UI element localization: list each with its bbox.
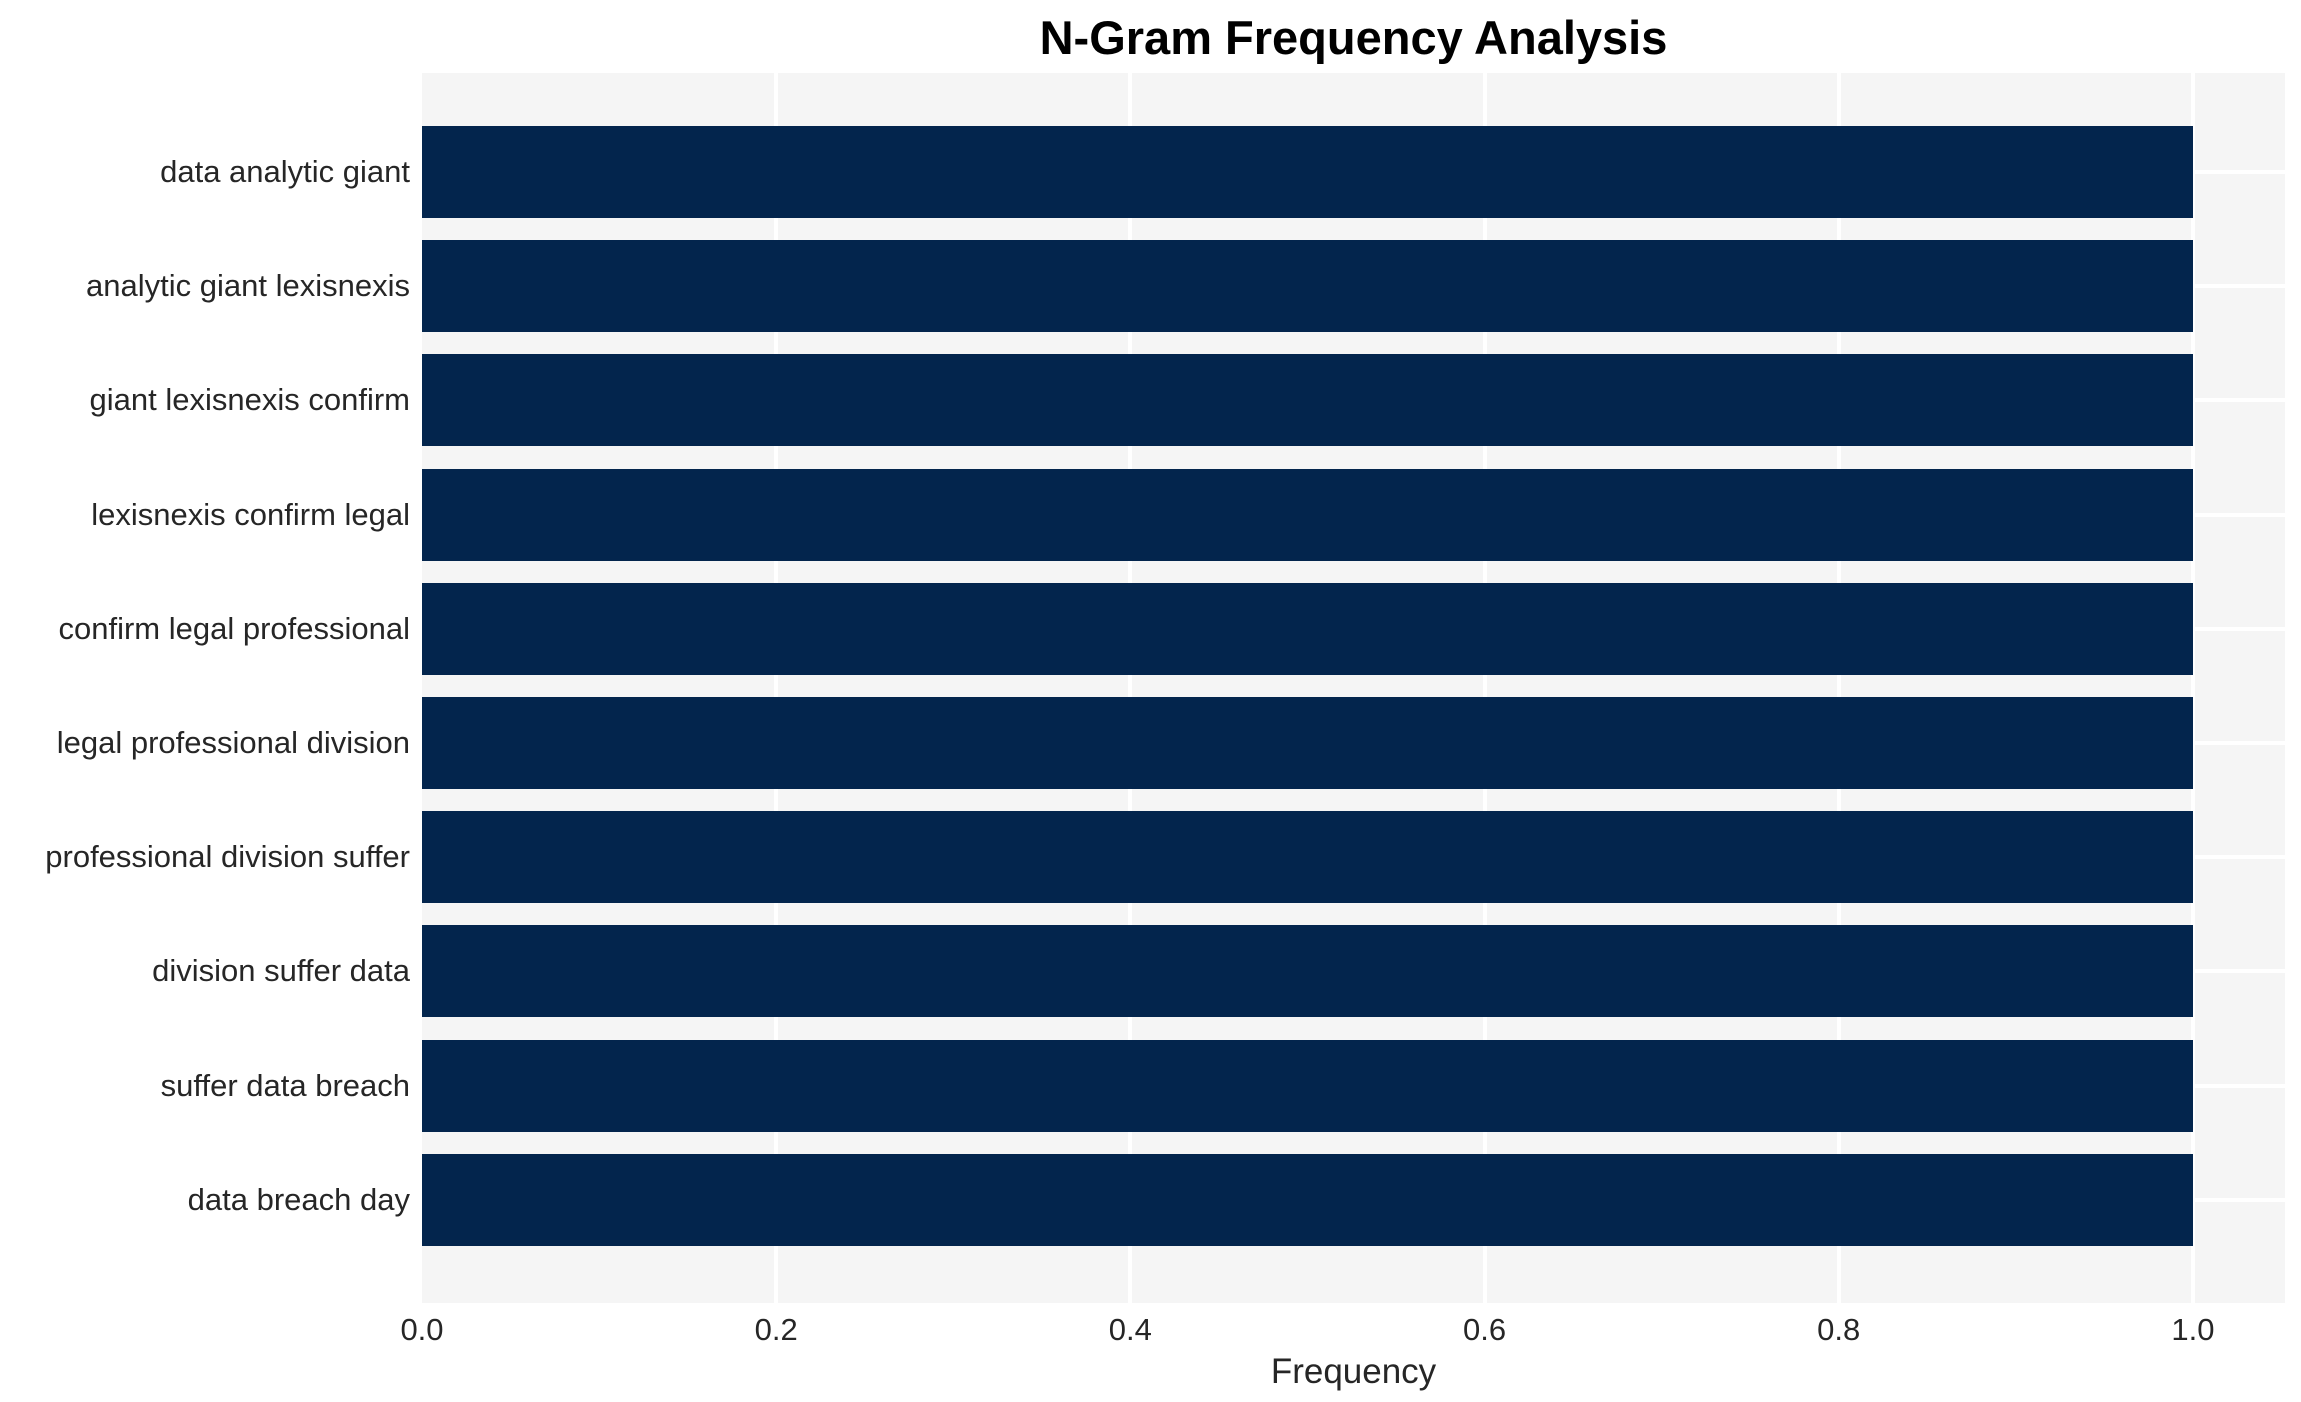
vertical-gridline xyxy=(1128,73,1133,1303)
vertical-gridline xyxy=(1482,73,1487,1303)
x-tick-label: 0.2 xyxy=(754,1312,798,1347)
x-tick-label: 0.0 xyxy=(400,1312,444,1347)
y-axis-label: division suffer data xyxy=(152,953,410,989)
y-axis-label: professional division suffer xyxy=(45,839,410,875)
bar-confirm-legal-professional xyxy=(422,582,2193,675)
bar-data-analytic-giant xyxy=(422,126,2193,218)
vertical-gridline xyxy=(774,73,779,1303)
y-axis-label: confirm legal professional xyxy=(58,610,410,646)
bar-professional-division-suffer xyxy=(422,811,2193,904)
y-axis-label: data analytic giant xyxy=(160,154,410,189)
y-axis-label: giant lexisnexis confirm xyxy=(89,382,410,418)
x-tick-label: 0.6 xyxy=(1462,1312,1507,1347)
y-axis-label: analytic giant lexisnexis xyxy=(86,268,410,304)
y-axis-label: suffer data breach xyxy=(160,1067,410,1103)
plot-area xyxy=(422,73,2285,1303)
vertical-gridline xyxy=(2190,73,2195,1303)
chart-title: N-Gram Frequency Analysis xyxy=(1039,11,1668,64)
bar-giant-lexisnexis-confirm xyxy=(422,354,2193,447)
bar-analytic-giant-lexisnexis xyxy=(422,240,2193,333)
bar-data-breach-day xyxy=(422,1153,2193,1246)
y-axis-label: lexisnexis confirm legal xyxy=(91,496,410,532)
bar-suffer-data-breach xyxy=(422,1039,2193,1132)
bar-lexisnexis-confirm-legal xyxy=(422,468,2193,561)
x-tick-label: 0.4 xyxy=(1108,1312,1152,1347)
bar-division-suffer-data xyxy=(422,925,2193,1018)
vertical-gridline xyxy=(1836,73,1841,1303)
x-tick-label: 0.8 xyxy=(1817,1312,1861,1347)
x-tick-label: 1.0 xyxy=(2171,1312,2215,1347)
x-axis-title: Frequency xyxy=(1270,1352,1437,1391)
y-axis-label: legal professional division xyxy=(56,725,410,760)
y-axis-label: data breach day xyxy=(187,1181,410,1217)
bar-legal-professional-division xyxy=(422,697,2193,789)
